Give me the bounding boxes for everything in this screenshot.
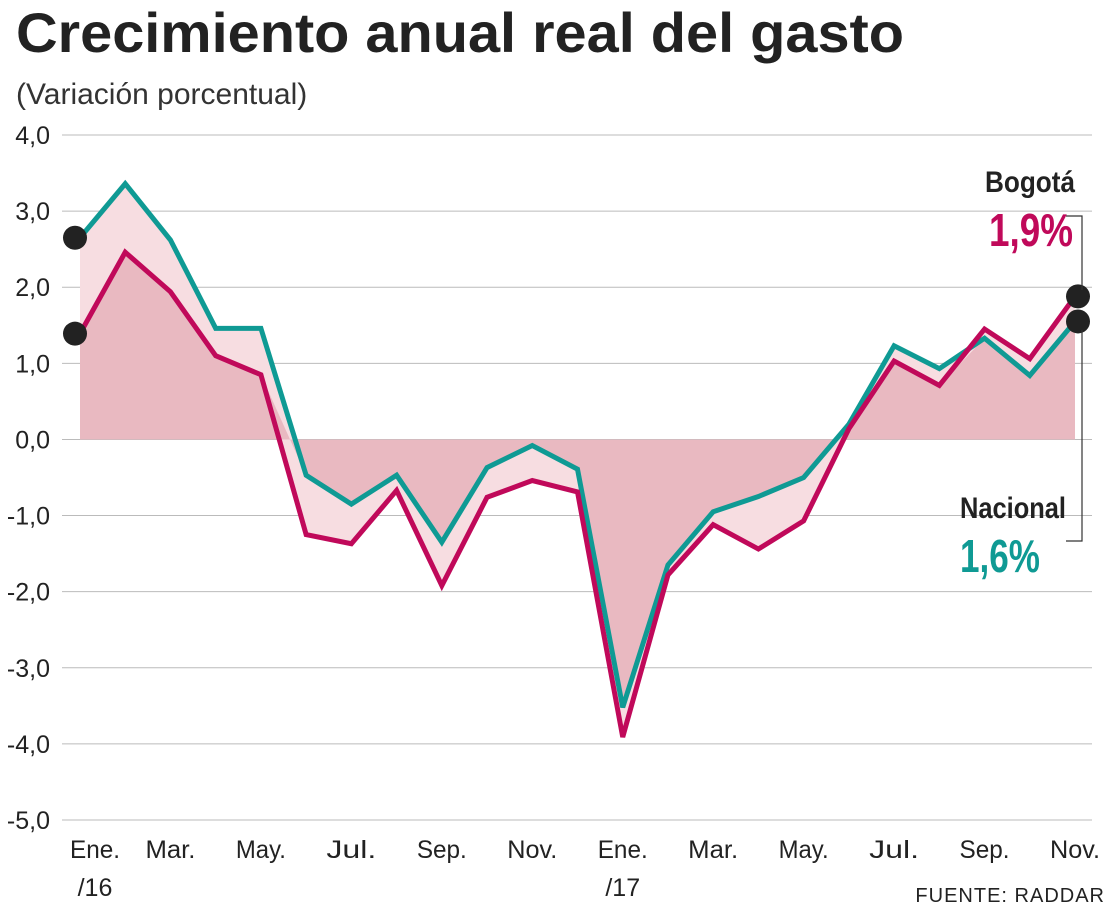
point-nacional: [63, 225, 87, 250]
y-tick-label: 1,0: [15, 350, 50, 378]
legend-nacional-name: Nacional: [960, 492, 1066, 525]
x-tick-year: /16: [78, 874, 113, 902]
x-tick-label: Ene.: [70, 836, 120, 864]
y-tick-label: 4,0: [15, 122, 50, 150]
source-note: FUENTE: RADDAR: [915, 885, 1105, 907]
x-tick-label: Nov.: [1050, 836, 1100, 864]
y-tick-label: 2,0: [15, 274, 50, 302]
y-tick-label: -4,0: [7, 731, 50, 759]
chart-subtitle: (Variación porcentual): [16, 78, 307, 111]
x-tick-label: Jul.: [326, 836, 376, 864]
y-tick-label: 0,0: [15, 426, 50, 454]
point-bogota: [63, 321, 87, 346]
x-tick-label: Nov.: [507, 836, 557, 864]
chart-title: Crecimiento anual real del gasto: [16, 1, 904, 64]
x-tick-year: /17: [605, 874, 640, 902]
x-tick-label: May.: [779, 836, 829, 864]
y-tick-label: 3,0: [15, 198, 50, 226]
legend-bogota-value: 1,9%: [989, 204, 1073, 256]
y-tick-label: -5,0: [7, 807, 50, 835]
y-tick-label: -3,0: [7, 655, 50, 683]
x-tick-label: Mar.: [145, 836, 195, 864]
x-tick-label: Mar.: [688, 836, 738, 864]
x-tick-label: Sep.: [960, 836, 1010, 864]
legend-nacional-value: 1,6%: [960, 530, 1040, 582]
point-bogota: [1066, 284, 1090, 309]
line-nacional: [78, 179, 1077, 709]
y-tick-label: -1,0: [7, 503, 50, 531]
x-tick-label: Ene.: [598, 836, 648, 864]
x-tick-label: May.: [236, 836, 286, 864]
x-tick-label: Jul.: [869, 836, 919, 864]
y-tick-label: -2,0: [7, 579, 50, 607]
point-nacional: [1066, 309, 1090, 334]
bogota-leader-line: [1066, 215, 1083, 290]
nacional-leader-line: [1066, 330, 1083, 542]
x-tick-label: Sep.: [417, 836, 467, 864]
line-bogota: [77, 248, 1078, 738]
legend-bogota-name: Bogotá: [985, 166, 1075, 199]
